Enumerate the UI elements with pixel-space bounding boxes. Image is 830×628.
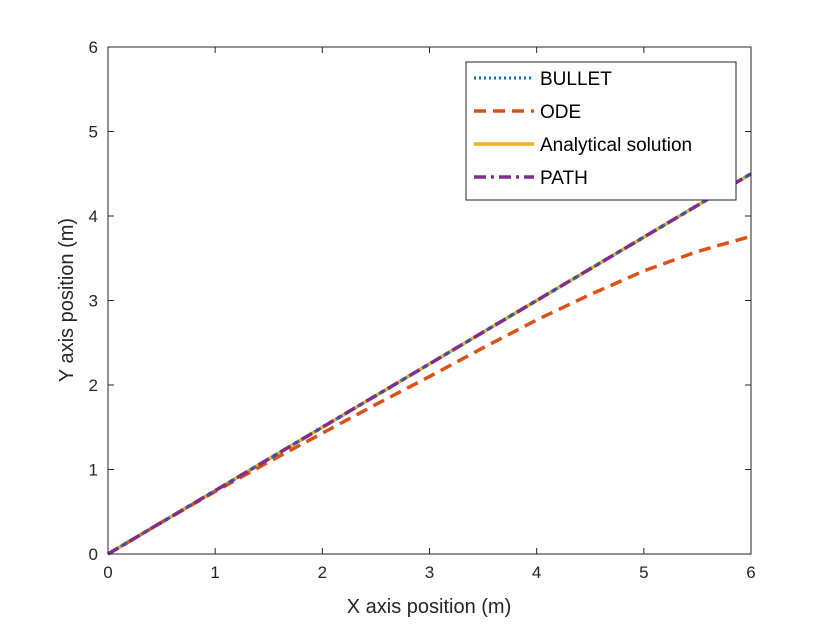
y-tick-label: 4: [89, 207, 98, 226]
legend: BULLET ODE Analytical solution PATH: [465, 61, 737, 201]
x-axis-title: X axis position (m): [347, 596, 512, 618]
series-line-1: [107, 234, 752, 556]
y-tick-label: 6: [89, 38, 98, 57]
legend-label: PATH: [540, 168, 588, 189]
x-tick-label: 1: [210, 563, 219, 582]
y-tick-label: 0: [89, 545, 98, 564]
y-tick-label: 2: [89, 376, 98, 395]
y-tick-label: 1: [89, 461, 98, 480]
x-tick-label: 5: [639, 563, 648, 582]
x-tick-label: 0: [103, 563, 112, 582]
y-axis-title: Y axis position (m): [56, 218, 78, 382]
x-tick-label: 2: [318, 563, 327, 582]
x-tick-label: 4: [532, 563, 541, 582]
legend-label: Analytical solution: [540, 135, 692, 156]
legend-label: BULLET: [540, 69, 612, 90]
ticks-layer: 0 1 2 3 4 5 6 0 1 2 3 4 5 6: [89, 38, 756, 582]
legend-label: ODE: [540, 102, 581, 123]
y-tick-label: 5: [89, 123, 98, 142]
x-tick-label: 6: [746, 563, 755, 582]
x-tick-label: 3: [425, 563, 434, 582]
series-layer: [107, 172, 752, 556]
y-tick-label: 3: [89, 292, 98, 311]
